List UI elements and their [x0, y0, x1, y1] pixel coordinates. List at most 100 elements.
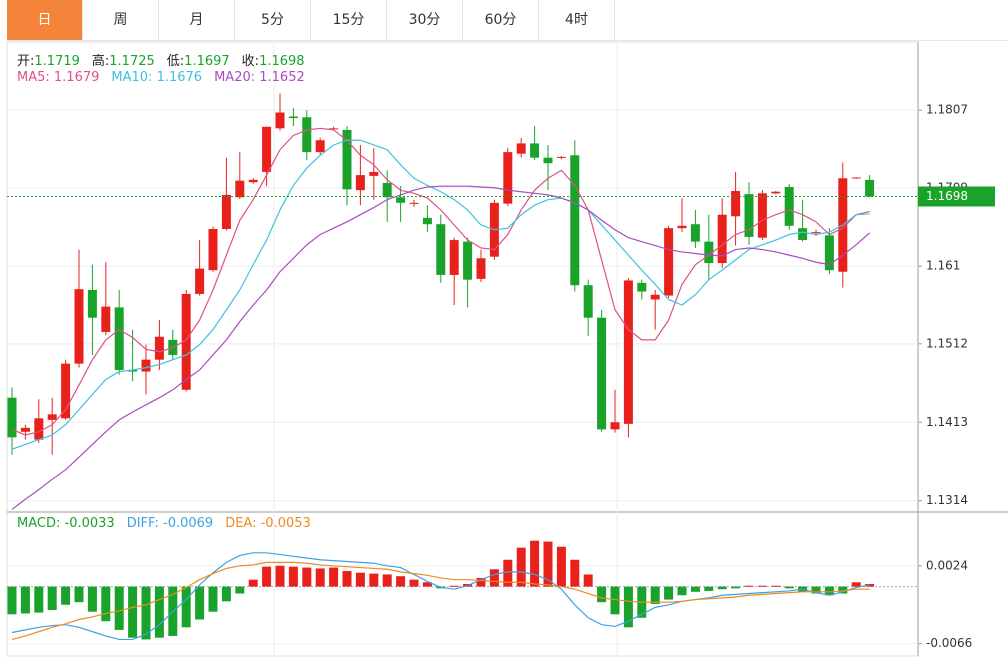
candle-body — [396, 197, 406, 203]
plot-frame — [6, 41, 919, 657]
candle-body — [302, 117, 312, 153]
tab[interactable]: 日 — [7, 0, 83, 40]
macd-bar — [610, 586, 620, 615]
info-label: 收: — [241, 54, 260, 69]
candle-body — [798, 228, 808, 241]
candle-body — [262, 126, 272, 172]
macd-bar — [422, 582, 432, 587]
tab[interactable]: 30分 — [387, 0, 463, 40]
macd-bar — [489, 569, 499, 587]
macd-bar — [34, 586, 44, 613]
macd-bar — [47, 586, 57, 610]
candle-body — [288, 116, 298, 119]
candle-body — [717, 214, 727, 264]
info-label: 开: — [17, 54, 35, 69]
last-price-label: 1.1698 — [926, 189, 968, 203]
macd-bar — [396, 576, 406, 587]
candle-body — [422, 217, 432, 225]
macd-label: DEA: — [225, 516, 257, 531]
info-value: 1.1697 — [184, 54, 230, 69]
macd-bar — [664, 586, 674, 600]
candle-body — [704, 241, 714, 264]
candle-body — [677, 225, 687, 229]
macd-bar — [757, 585, 767, 587]
tab[interactable]: 4时 — [539, 0, 615, 40]
macd-bar — [128, 586, 138, 638]
candle-body — [771, 191, 781, 194]
macd-bar — [516, 547, 526, 587]
candle-body — [637, 282, 647, 292]
macd-bar — [824, 586, 834, 596]
y-tick-label: 1.1807 — [926, 103, 968, 117]
candle-body — [382, 183, 392, 198]
macd-label: MACD: — [17, 516, 61, 531]
tab[interactable]: 月 — [159, 0, 235, 40]
info-value: 1.1725 — [109, 54, 155, 69]
macd-bar — [556, 546, 566, 587]
macd-bar — [315, 568, 325, 587]
ma-value: 1.1652 — [259, 70, 305, 85]
ma-value: 1.1679 — [53, 70, 100, 85]
candle-body — [530, 143, 540, 158]
y-tick-label: 1.1314 — [926, 493, 968, 507]
tab[interactable]: 5分 — [235, 0, 311, 40]
macd-bar — [717, 586, 727, 590]
macd-bar — [208, 586, 218, 612]
candle-body — [7, 397, 17, 438]
line — [11, 552, 870, 641]
macd-bar — [503, 559, 513, 587]
macd-bar — [101, 586, 111, 622]
macd-bar — [650, 586, 660, 604]
macd-legend: MACD: -0.0033 DIFF: -0.0069 DEA: -0.0053 — [17, 516, 323, 531]
candle-body — [811, 232, 821, 234]
candle-body — [623, 280, 633, 424]
macd-bar — [302, 567, 312, 587]
macd-bar — [623, 586, 633, 628]
candle-body — [128, 369, 138, 372]
macd-bar — [74, 586, 84, 603]
y-tick-label: 1.1413 — [926, 415, 968, 429]
macd-bar — [583, 574, 593, 587]
info-label: 低: — [166, 54, 185, 69]
ma-label: MA5: — [17, 70, 50, 85]
macd-bar — [543, 541, 553, 587]
macd-label: DIFF: — [126, 516, 159, 531]
y-tick-label: 1.161 — [926, 259, 960, 273]
tab[interactable]: 周 — [83, 0, 159, 40]
candle-body — [47, 414, 57, 420]
candle-body — [181, 293, 191, 390]
last-price-box — [918, 186, 995, 207]
macd-bar — [409, 579, 419, 587]
candle-body — [597, 317, 607, 430]
tab[interactable]: 15分 — [311, 0, 387, 40]
y-tick-label: 1.1512 — [926, 336, 968, 350]
macd-bar — [771, 585, 781, 587]
macd-bar — [731, 586, 741, 589]
candle-body — [114, 307, 124, 370]
info-value: 1.1719 — [34, 54, 80, 69]
candle-body — [463, 241, 473, 280]
candle-body — [195, 268, 205, 294]
ma-value: 1.1676 — [156, 70, 203, 85]
macd-bar — [114, 586, 124, 630]
candle-body — [543, 157, 553, 164]
macd-bar — [838, 586, 848, 594]
y-tick-label: 0.0024 — [926, 558, 968, 572]
macd-bar — [530, 540, 540, 587]
macd-bar — [195, 586, 205, 620]
candle-body — [275, 112, 285, 129]
candle-body — [731, 190, 741, 217]
candle-body — [355, 175, 365, 191]
macd-bar — [476, 577, 486, 587]
candle-body — [315, 140, 325, 153]
macd-bar — [784, 586, 794, 589]
candle-body — [235, 180, 245, 198]
tab[interactable]: 60分 — [463, 0, 539, 40]
candle-body — [744, 194, 754, 237]
candle-body — [34, 418, 44, 440]
macd-bar — [329, 567, 339, 587]
candle-body — [154, 336, 164, 360]
candle-body — [449, 240, 459, 275]
